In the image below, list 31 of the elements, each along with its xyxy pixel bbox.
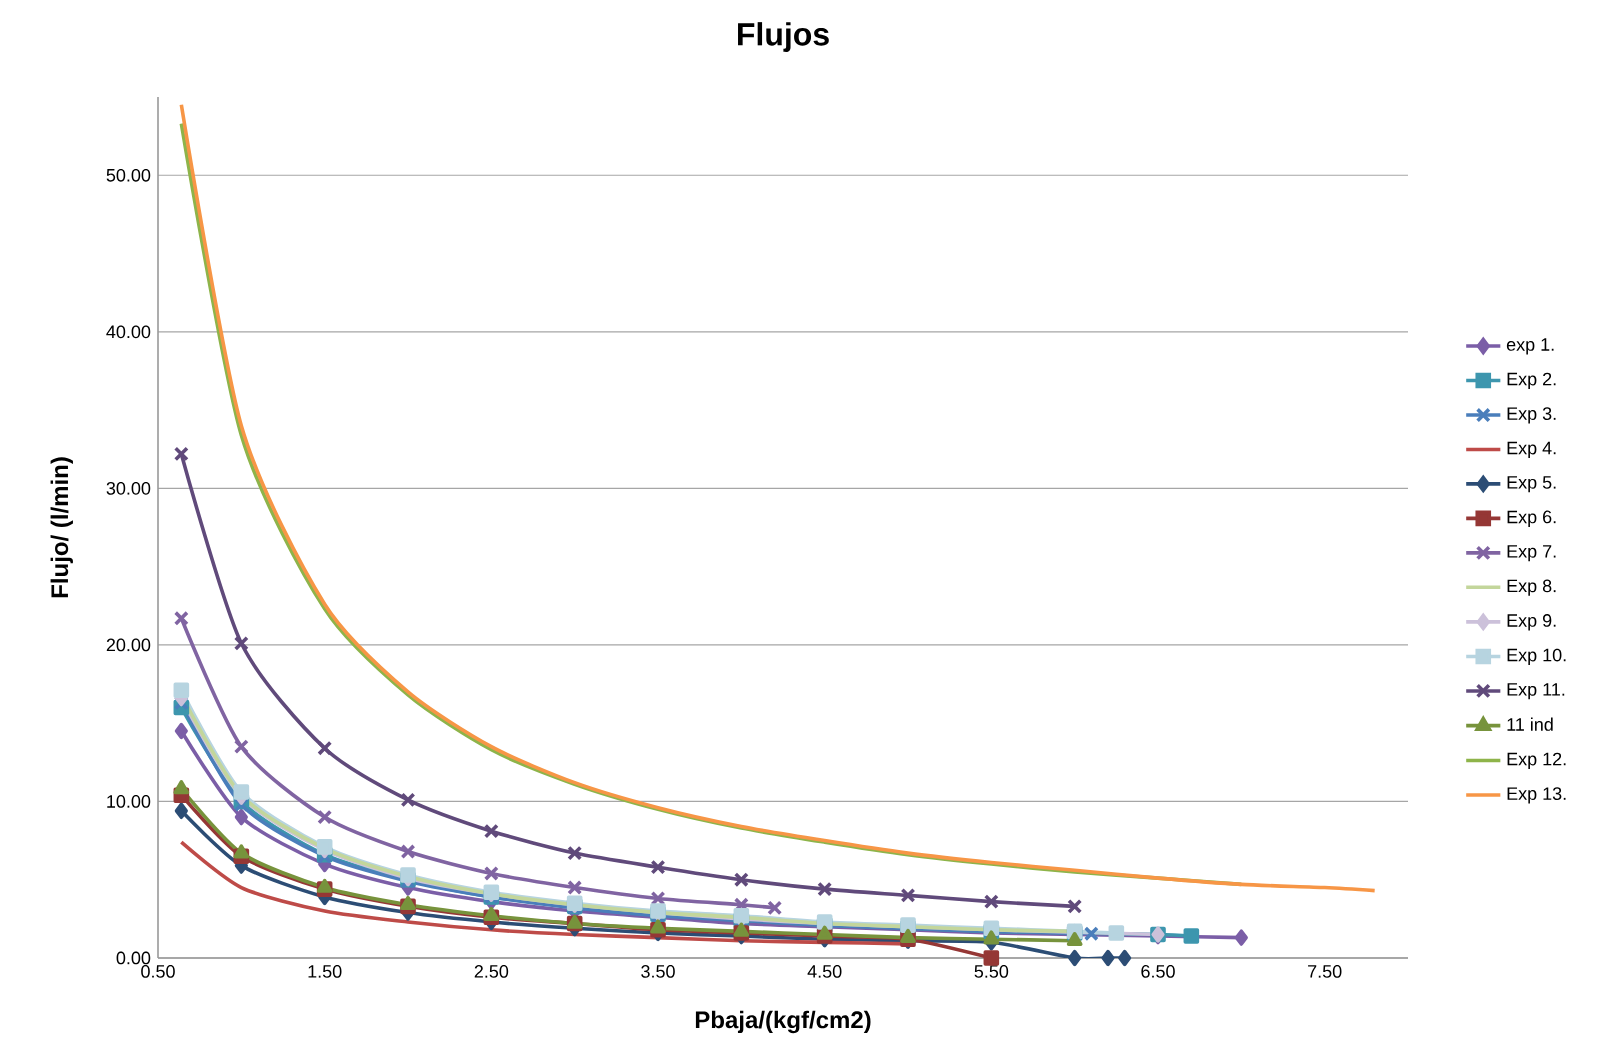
x-tick-label: 3.50 <box>641 965 675 978</box>
y-tick-label: 0.00 <box>116 951 151 965</box>
y-tick-label: 10.00 <box>107 795 151 808</box>
x-tick-label: 2.50 <box>474 965 509 978</box>
x-tick-label: 1.50 <box>308 965 342 978</box>
y-tick-label: 40.00 <box>106 325 151 339</box>
x-axis-title: Pbaja/(kgf/cm2) <box>695 1010 871 1034</box>
y-tick-label: 50.00 <box>106 168 151 182</box>
x-tick-label: 6.50 <box>1141 965 1175 978</box>
y-axis-title: Flujo/ (l/min) <box>50 457 73 598</box>
y-tick-label: 20.00 <box>106 638 151 652</box>
x-tick-label: 0.50 <box>141 965 175 978</box>
legend-label: exp 1. <box>1506 338 1554 355</box>
legend-label: Exp 8. <box>1507 579 1556 596</box>
legend-label: Exp 6. <box>1507 510 1556 527</box>
legend-label: Exp 11. <box>1507 683 1565 700</box>
x-tick-label: 4.50 <box>807 965 842 978</box>
legend-label: Exp 9. <box>1507 614 1556 631</box>
legend-label: Exp 10. <box>1507 648 1566 665</box>
legend-label: Exp 7. <box>1507 545 1556 562</box>
legend-label: Exp 2. <box>1507 372 1556 389</box>
legend-label: Exp 3. <box>1507 407 1556 424</box>
legend-label: Exp 12. <box>1507 752 1566 769</box>
legend-label: 11 ind <box>1507 717 1553 731</box>
legend-label: Exp 5. <box>1507 476 1556 493</box>
legend-label: Exp 13. <box>1507 787 1566 804</box>
chart-title: Flujos <box>738 22 829 52</box>
x-tick-label: 5.50 <box>974 965 1009 978</box>
x-tick-label: 7.50 <box>1308 965 1342 978</box>
y-tick-label: 30.00 <box>106 481 151 495</box>
legend-label: Exp 4. <box>1507 441 1556 458</box>
